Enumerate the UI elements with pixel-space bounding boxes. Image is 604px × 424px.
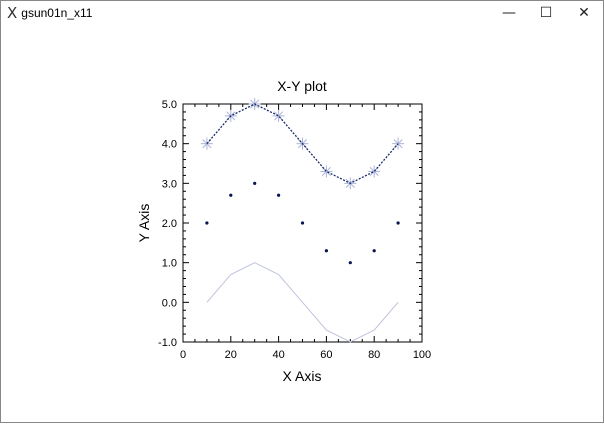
dot-marker xyxy=(372,249,376,253)
star-marker xyxy=(368,165,381,178)
x-tick-label: 60 xyxy=(320,349,332,361)
dot-marker xyxy=(253,181,257,185)
y-tick-label: 2.0 xyxy=(162,218,177,230)
title-bar: X gsun01n_x11 xyxy=(1,1,603,25)
x-tick-label: 20 xyxy=(225,349,237,361)
dot-marker xyxy=(300,221,305,225)
series-line-0 xyxy=(206,103,399,185)
minimize-button[interactable]: — xyxy=(502,5,516,21)
y-tick-label: 5.0 xyxy=(162,99,177,111)
y-tick-label: 3.0 xyxy=(162,178,177,190)
star-marker xyxy=(320,165,333,178)
y-tick-label: -1.0 xyxy=(158,337,177,349)
window-title: gsun01n_x11 xyxy=(21,6,93,20)
x11-icon: X xyxy=(7,4,18,22)
y-tick-label: 4.0 xyxy=(162,139,177,151)
x-tick-label: 80 xyxy=(368,349,380,361)
dot-marker xyxy=(348,261,352,265)
x-tick-label: 40 xyxy=(272,349,284,361)
maximize-button[interactable]: ☐ xyxy=(539,5,553,21)
y-tick-label: 1.0 xyxy=(162,258,177,270)
y-tick-label: 0.0 xyxy=(162,297,177,309)
dot-marker xyxy=(205,221,209,225)
chart-title: X-Y plot xyxy=(277,78,327,94)
close-button[interactable]: ✕ xyxy=(578,5,590,21)
series-line-2 xyxy=(206,262,399,343)
x-tick-label: 0 xyxy=(180,349,186,361)
star-marker xyxy=(272,109,285,122)
x-tick-label: 100 xyxy=(413,349,431,361)
dot-marker xyxy=(229,193,233,197)
x-axis-label: X Axis xyxy=(283,368,322,384)
y-axis-label: Y Axis xyxy=(136,204,152,243)
dot-marker xyxy=(277,193,281,197)
dot-marker xyxy=(324,249,328,253)
dot-marker xyxy=(396,221,400,225)
